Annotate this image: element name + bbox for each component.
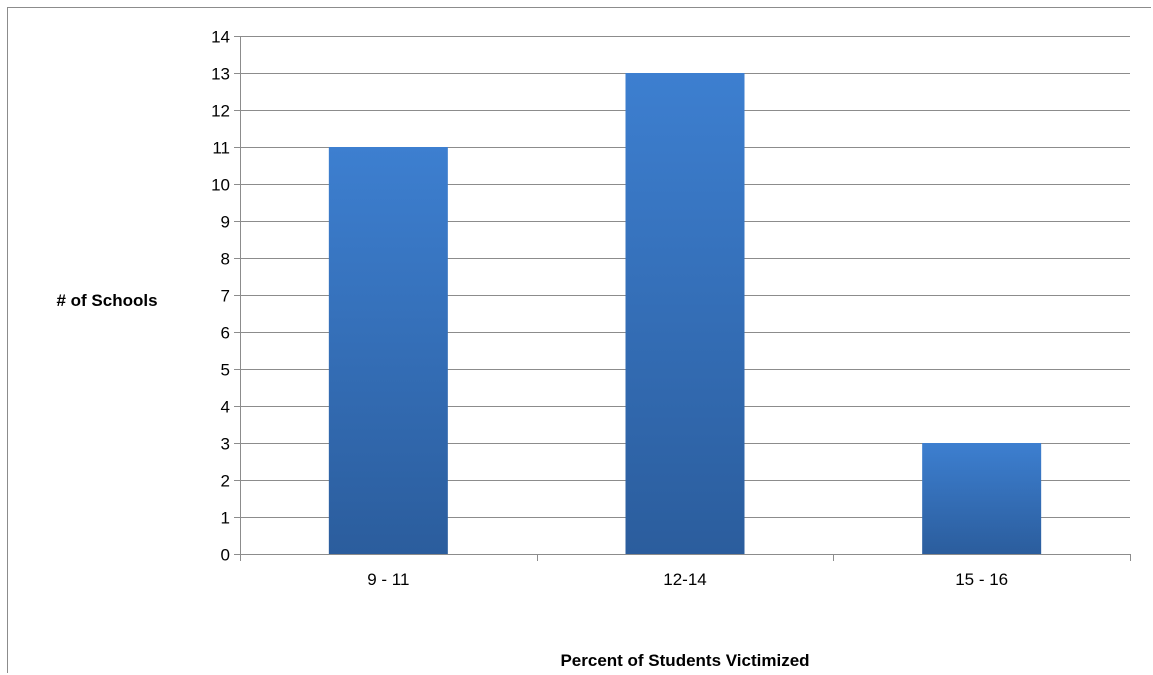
y-tick-label: 9 bbox=[221, 213, 230, 232]
y-tick-label: 0 bbox=[221, 546, 230, 565]
x-tick-label: 15 - 16 bbox=[955, 570, 1008, 589]
x-tick-label: 9 - 11 bbox=[367, 570, 409, 589]
y-axis-title: # of Schools bbox=[56, 291, 157, 310]
axes bbox=[234, 36, 1131, 561]
x-tick-label: 12-14 bbox=[663, 570, 706, 589]
bar bbox=[922, 443, 1042, 554]
y-tick-label: 5 bbox=[221, 361, 230, 380]
y-tick-label: 3 bbox=[221, 435, 230, 454]
y-tick-label: 7 bbox=[221, 287, 230, 306]
y-tick-label: 6 bbox=[221, 324, 230, 343]
y-tick-label: 11 bbox=[212, 139, 230, 158]
x-axis-title: Percent of Students Victimized bbox=[560, 651, 809, 670]
y-tick-label: 8 bbox=[221, 250, 230, 269]
y-tick-label: 2 bbox=[221, 472, 230, 491]
y-tick-label: 10 bbox=[211, 176, 230, 195]
y-tick-label: 12 bbox=[211, 102, 230, 121]
bars bbox=[328, 73, 1042, 554]
y-tick-label: 14 bbox=[211, 28, 230, 47]
y-tick-label: 1 bbox=[221, 509, 230, 528]
y-tick-label: 13 bbox=[211, 65, 230, 84]
bar bbox=[625, 73, 745, 554]
bar bbox=[328, 147, 448, 554]
x-tick-labels: 9 - 11 12-14 15 - 16 bbox=[367, 570, 1008, 589]
chart-frame bbox=[7, 7, 1151, 673]
y-tick-label: 4 bbox=[221, 398, 230, 417]
